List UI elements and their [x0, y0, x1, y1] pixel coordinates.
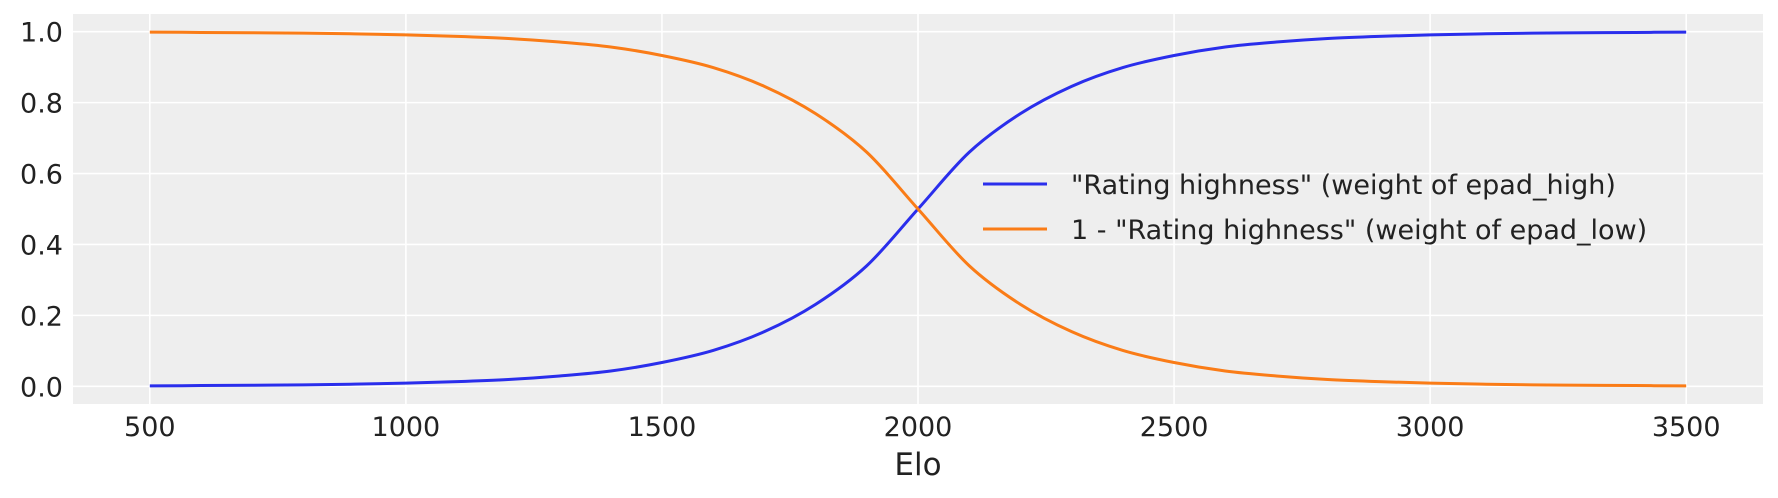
y-tick-label: 0.6 [20, 160, 63, 191]
legend: "Rating highness" (weight of epad_high) 1… [983, 170, 1647, 246]
legend-label: "Rating highness" (weight of epad_high) [1071, 170, 1616, 201]
x-tick-labels: 500 1000 1500 2000 2500 3000 3500 [124, 412, 1720, 443]
x-tick-label: 3000 [1396, 412, 1465, 443]
y-tick-label: 0.2 [20, 301, 63, 332]
series-line-2 [149, 30, 1687, 388]
x-axis-title: Elo [894, 447, 941, 483]
grid [73, 14, 1763, 404]
legend-label: 1 - "Rating highness" (weight of epad_lo… [1071, 215, 1647, 246]
x-tick-label: 500 [124, 412, 176, 443]
x-tick-label: 1500 [628, 412, 697, 443]
x-tick-label: 1000 [372, 412, 441, 443]
x-tick-label: 2000 [884, 412, 953, 443]
x-tick-label: 2500 [1140, 412, 1209, 443]
series-lines [149, 30, 1687, 388]
y-tick-label: 1.0 [20, 18, 63, 49]
y-tick-label: 0.8 [20, 89, 63, 120]
y-tick-label: 0.4 [20, 230, 63, 261]
y-tick-labels: 0.0 0.2 0.4 0.6 0.8 1.0 [20, 18, 63, 404]
x-tick-label: 3500 [1652, 412, 1721, 443]
y-tick-label: 0.0 [20, 372, 63, 403]
